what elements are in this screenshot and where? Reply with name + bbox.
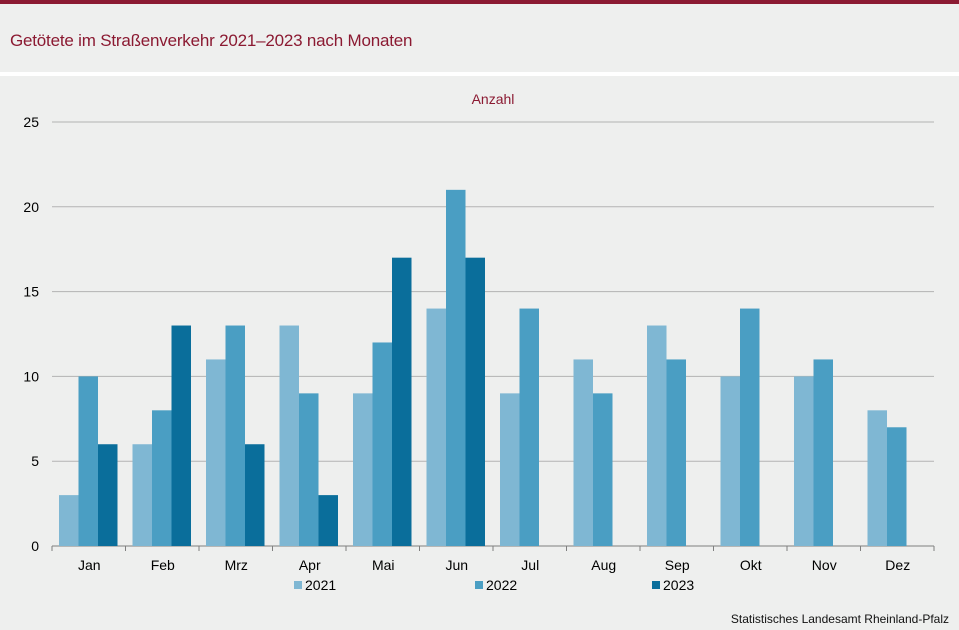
bar-2021-mrz	[206, 359, 226, 546]
bar-2022-mrz	[225, 325, 245, 546]
x-tick-label: Sep	[665, 557, 690, 573]
bar-2023-jun	[465, 257, 485, 546]
chart-header: Getötete im Straßenverkehr 2021–2023 nac…	[0, 4, 959, 76]
bar-2021-apr	[279, 325, 299, 546]
bar-2021-nov	[794, 376, 814, 546]
bar-2022-sep	[666, 359, 686, 546]
x-tick-label: Jan	[78, 557, 101, 573]
bar-2022-jan	[78, 376, 98, 546]
x-tick-label: Okt	[740, 557, 762, 573]
x-tick-label: Mai	[372, 557, 395, 573]
x-tick-label: Jun	[445, 557, 468, 573]
bar-2021-feb	[132, 444, 152, 546]
bar-2023-mrz	[245, 444, 265, 546]
bar-2023-apr	[318, 495, 338, 546]
bar-2023-mai	[392, 257, 412, 546]
x-tick-label: Mrz	[225, 557, 248, 573]
bar-2022-dez	[887, 427, 907, 546]
legend-swatch-2023	[652, 581, 660, 589]
x-tick-label: Jul	[521, 557, 539, 573]
chart-title: Getötete im Straßenverkehr 2021–2023 nac…	[10, 31, 413, 50]
y-tick-label: 10	[23, 368, 39, 384]
source-note: Statistisches Landesamt Rheinland-Pfalz	[730, 612, 949, 626]
y-tick-label: 15	[23, 284, 39, 300]
x-tick-label: Apr	[299, 557, 321, 573]
y-tick-label: 25	[23, 114, 39, 130]
bar-2021-jun	[426, 308, 446, 546]
legend-label-2023: 2023	[663, 577, 694, 593]
x-tick-label: Aug	[591, 557, 616, 573]
y-tick-label: 5	[31, 453, 39, 469]
legend-swatch-2022	[475, 581, 483, 589]
bar-2022-mai	[372, 342, 392, 546]
y-tick-label: 20	[23, 199, 39, 215]
bar-2021-mai	[353, 393, 373, 546]
legend-label-2021: 2021	[305, 577, 336, 593]
bar-2021-dez	[867, 410, 887, 546]
bar-2022-feb	[152, 410, 172, 546]
bar-2022-jul	[519, 308, 539, 546]
bar-2021-aug	[573, 359, 593, 546]
bar-2021-jan	[59, 495, 79, 546]
bar-2021-sep	[647, 325, 667, 546]
bar-2021-jul	[500, 393, 520, 546]
bar-2023-feb	[171, 325, 191, 546]
bar-2022-aug	[593, 393, 613, 546]
legend-swatch-2021	[294, 581, 302, 589]
bar-2022-jun	[446, 189, 466, 546]
legend-label-2022: 2022	[486, 577, 517, 593]
y-tick-label: 0	[31, 538, 39, 554]
x-tick-label: Nov	[812, 557, 837, 573]
top-accent-bar	[0, 0, 959, 4]
x-tick-label: Dez	[885, 557, 910, 573]
bar-2022-nov	[813, 359, 833, 546]
bar-2021-okt	[720, 376, 740, 546]
bar-2023-jan	[98, 444, 118, 546]
bar-2022-okt	[740, 308, 760, 546]
bar-2022-apr	[299, 393, 319, 546]
bar-chart: Anzahl 0 5 10 15 20 25 Jan Feb Mrz Apr Mai Jun Jul Aug…	[23, 91, 935, 593]
x-tick-label: Feb	[151, 557, 175, 573]
y-axis-label: Anzahl	[472, 91, 515, 107]
